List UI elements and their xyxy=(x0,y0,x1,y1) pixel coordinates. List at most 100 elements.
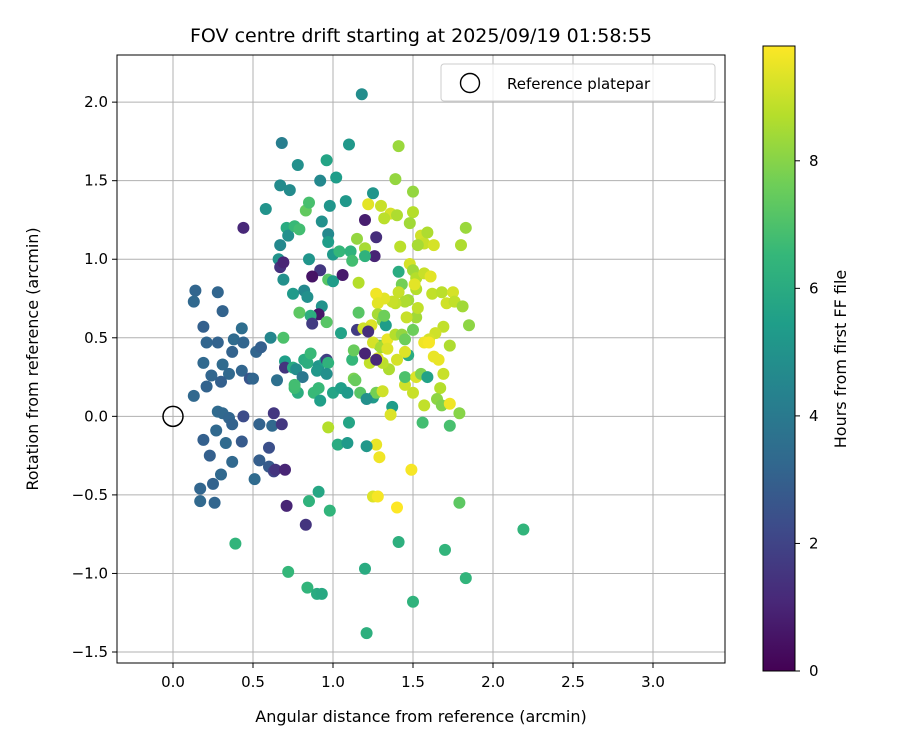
colorbar-label: Hours from first FF file xyxy=(831,270,850,449)
data-point xyxy=(205,369,218,382)
data-point xyxy=(375,199,387,212)
data-point xyxy=(359,250,371,263)
data-point xyxy=(367,187,379,200)
data-point xyxy=(434,382,447,395)
y-tick-label: 1.5 xyxy=(84,172,108,190)
data-point xyxy=(303,196,315,209)
data-point xyxy=(371,490,384,503)
data-point xyxy=(237,221,250,234)
data-point xyxy=(426,287,439,300)
data-point xyxy=(211,336,224,349)
reference-platepar-point xyxy=(162,405,184,428)
data-point xyxy=(247,372,259,385)
data-point xyxy=(229,537,242,550)
colorbar-ticks: 0 2 4 6 8 xyxy=(795,152,819,680)
data-point xyxy=(346,353,359,366)
colorbar-tick-label: 2 xyxy=(809,534,819,552)
data-point xyxy=(399,295,411,308)
y-axis-label: Rotation from reference (arcmin) xyxy=(23,227,42,490)
data-point xyxy=(227,333,240,346)
data-point xyxy=(311,364,323,377)
data-point xyxy=(407,206,419,219)
data-point xyxy=(421,371,434,384)
data-point xyxy=(253,418,266,431)
data-point xyxy=(226,455,239,468)
data-point xyxy=(277,256,290,269)
data-point xyxy=(215,375,227,388)
data-point xyxy=(322,235,335,248)
data-point xyxy=(200,336,213,349)
data-point xyxy=(435,286,448,299)
data-point xyxy=(343,138,355,151)
data-point xyxy=(301,356,314,369)
data-point xyxy=(306,317,319,330)
data-point xyxy=(424,270,437,283)
data-point xyxy=(296,371,309,384)
data-point xyxy=(336,268,349,281)
data-point xyxy=(255,341,267,354)
data-point xyxy=(456,300,469,313)
x-tick-label: 2.0 xyxy=(481,673,505,691)
data-point xyxy=(293,223,306,236)
data-point xyxy=(312,485,325,498)
data-point xyxy=(277,273,290,286)
data-point xyxy=(359,213,371,226)
data-point xyxy=(315,215,328,228)
data-point xyxy=(235,435,248,448)
data-point xyxy=(411,239,424,252)
colorbar-tick-label: 4 xyxy=(809,407,819,425)
data-point xyxy=(400,311,413,324)
data-point xyxy=(360,393,373,406)
legend: Reference platepar xyxy=(440,63,716,102)
data-point xyxy=(248,473,261,486)
data-point xyxy=(443,419,456,432)
x-axis-label: Angular distance from reference (arcmin) xyxy=(255,707,586,726)
data-point xyxy=(421,226,434,239)
data-point xyxy=(394,240,407,253)
y-axis-ticks: −1.5 −1.0 −0.5 0.0 0.5 1.0 1.5 2.0 xyxy=(72,93,117,661)
data-point xyxy=(368,250,381,263)
plot-frame xyxy=(116,54,726,664)
colorbar-gradient xyxy=(762,45,796,672)
data-point xyxy=(359,347,371,360)
data-point xyxy=(331,438,344,451)
data-point xyxy=(210,424,223,437)
data-point xyxy=(322,356,335,369)
data-point xyxy=(392,286,405,299)
data-point xyxy=(283,184,296,197)
data-point xyxy=(235,364,248,377)
data-point xyxy=(379,319,392,332)
data-point xyxy=(360,440,373,453)
x-tick-label: 1.5 xyxy=(401,673,425,691)
data-point xyxy=(237,410,250,423)
chart-title: FOV centre drift starting at 2025/09/19 … xyxy=(190,25,652,47)
data-point xyxy=(335,327,347,340)
data-point xyxy=(408,278,421,291)
colorbar: 0 2 4 6 8 Hours from first FF file xyxy=(762,45,850,680)
data-point xyxy=(371,297,384,310)
data-point xyxy=(291,158,304,171)
data-point xyxy=(288,378,301,391)
data-point xyxy=(399,333,411,346)
reference-marker xyxy=(162,405,184,428)
data-point xyxy=(352,276,365,289)
data-point xyxy=(269,463,282,476)
data-point xyxy=(312,382,325,395)
data-point xyxy=(303,495,315,508)
x-tick-label: 2.5 xyxy=(561,673,585,691)
data-point xyxy=(355,88,368,101)
data-point xyxy=(237,336,250,349)
data-point xyxy=(282,565,295,578)
data-point xyxy=(304,347,317,360)
data-point xyxy=(359,562,371,575)
data-point xyxy=(391,209,403,222)
x-tick-label: 1.0 xyxy=(321,673,345,691)
data-point xyxy=(347,344,360,357)
data-point xyxy=(455,239,467,252)
data-point xyxy=(459,221,472,234)
data-point xyxy=(362,198,375,211)
data-point xyxy=(407,386,419,399)
data-point xyxy=(349,374,362,387)
data-point xyxy=(253,454,266,467)
